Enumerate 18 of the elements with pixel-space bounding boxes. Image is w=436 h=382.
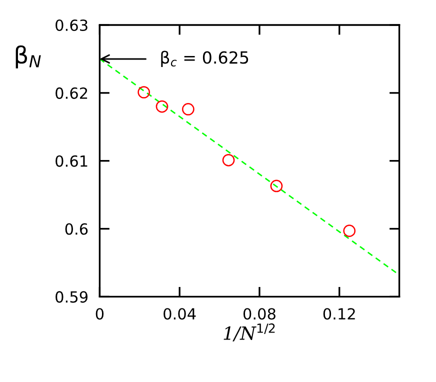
point — [222, 154, 235, 166]
point — [270, 180, 283, 192]
point — [343, 224, 356, 237]
x-tick-label: 0.04 — [164, 308, 196, 320]
annotation: β$_{c}$ = 0.625 — [161, 50, 248, 68]
x-tick-label: 0.08 — [243, 308, 276, 320]
y-tick-label: 0.63 — [56, 19, 88, 32]
y-tick-label: 0.59 — [56, 291, 88, 303]
y-tick-label: 0.6 — [65, 223, 88, 235]
point — [138, 86, 150, 98]
y-axis-title: β$_{N}$ — [16, 45, 41, 68]
point — [156, 100, 168, 113]
x-axis-title: 1/N$^{1/2}$ — [224, 323, 275, 342]
point — [182, 103, 194, 116]
x-tick-label: 0 — [96, 308, 104, 320]
x-tick-label: 0.12 — [323, 308, 355, 320]
y-tick-label: 0.62 — [56, 87, 88, 99]
y-tick-label: 0.61 — [56, 155, 88, 167]
